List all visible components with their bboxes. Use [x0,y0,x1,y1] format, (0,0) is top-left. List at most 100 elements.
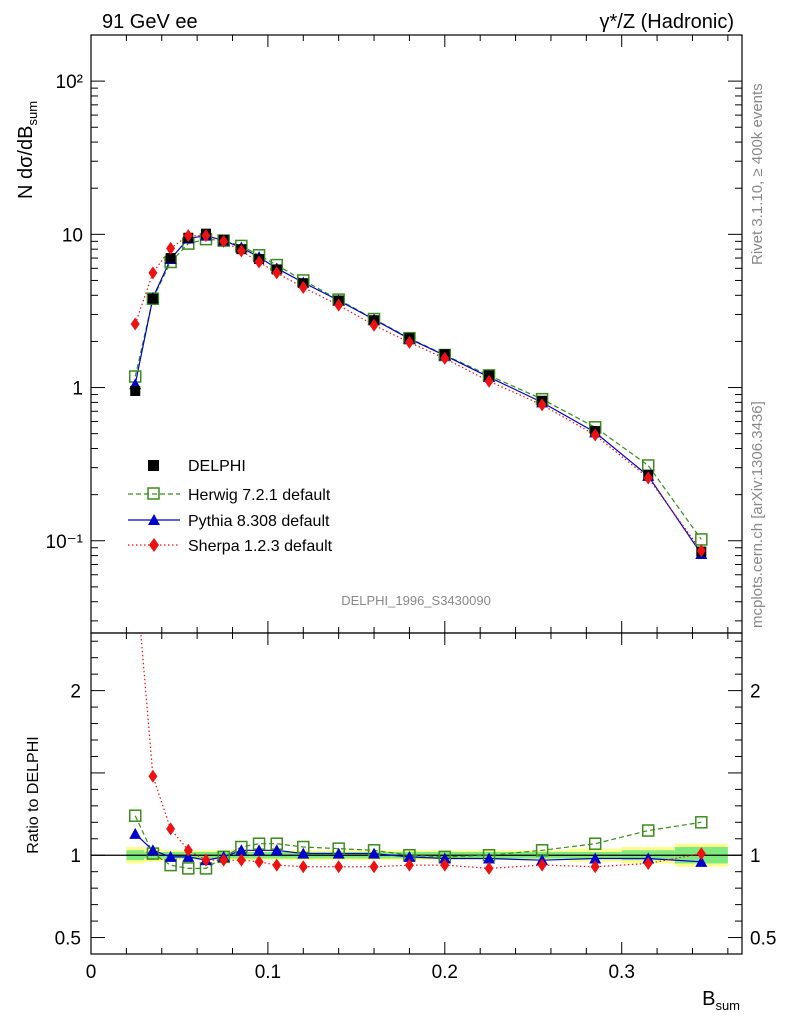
ratio-point-pythia [270,844,283,856]
main-point-sherpa [254,255,264,269]
ratio-point-sherpa [254,855,264,869]
main-y-axis-label-sub: sum [25,101,40,126]
ratio-point-pythia [589,852,602,864]
main-point-sherpa [484,374,494,388]
y-tick-label-ratio-right: 1 [750,846,761,867]
legend-marker-pythia [148,514,160,525]
ratio-point-pythia [146,844,159,856]
rivet-label: Rivet 3.1.10, ≥ 400k events [749,83,766,265]
main-point-sherpa [130,317,140,331]
ratio-point-herwig [588,837,602,850]
header-right: γ*/Z (Hadronic) [600,11,734,33]
legend-marker-herwig [147,487,160,500]
ratio-line-herwig [134,815,702,870]
ratio-point-sherpa [272,858,282,872]
ratio-point-sherpa [298,860,308,874]
legend-label-herwig: Herwig 7.2.1 default [188,487,331,504]
ratio-point-herwig [695,816,708,829]
x-tick-label: 0.2 [432,962,458,983]
main-point-sherpa [440,351,450,365]
main-point-sherpa [369,318,379,332]
legend-label-sherpa: Sherpa 1.2.3 default [188,538,333,555]
ratio-point-pythia [403,850,416,862]
main-point-sherpa [590,428,600,442]
ratio-point-pythia [164,850,177,862]
ratio-point-herwig [182,862,195,875]
main-point-sherpa [183,229,193,243]
analysis-tag: DELPHI_1996_S3430090 [341,593,491,608]
legend: DELPHI Herwig 7.2.1 default Pythia 8.308… [128,458,333,555]
x-axis-label-main: B [702,988,715,1010]
ratio-point-sherpa [404,858,414,872]
ratio-point-pythia [297,847,310,859]
main-point-sherpa [404,335,414,349]
ratio-point-herwig [641,824,655,837]
x-tick-label: 0 [86,962,97,983]
main-point-sherpa [537,398,547,412]
ratio-point-sherpa [166,822,176,836]
axes-layer: 0 0.1 0.2 0.3 10⁻¹ 1 10 10² 0.5 0.5 1 1 2 2 [46,34,776,983]
ratio-point-sherpa [201,853,211,867]
y-tick-label-ratio-right: 2 [750,682,761,703]
legend-entry-herwig: Herwig 7.2.1 default [128,487,331,504]
x-axis-label-sub: sum [715,998,740,1013]
y-tick-label-main: 10² [56,72,83,93]
y-tick-label-ratio: 2 [70,682,81,703]
legend-marker-data [148,460,159,471]
ratio-point-sherpa [643,856,653,870]
ratio-point-pythia [129,827,142,839]
legend-entry-data: DELPHI [148,458,246,475]
ratio-point-sherpa [148,769,158,783]
ratio-point-pythia [483,852,496,864]
main-point-data [165,253,176,264]
y-tick-label-main: 10 [62,225,83,246]
y-tick-label-ratio: 1 [70,846,81,867]
ratio-plot-frame [90,632,743,955]
main-point-sherpa [201,229,211,243]
ratio-point-sherpa [484,861,494,875]
main-point-sherpa [219,234,229,248]
ratio-point-pythia [695,855,708,867]
main-line-pythia [134,235,702,555]
ratio-point-sherpa [590,860,600,874]
mcplots-label: mcplots.cern.ch [arXiv:1306.3436] [749,401,766,628]
legend-marker-sherpa [149,538,159,552]
ratio-point-pythia [253,844,266,856]
ratio-point-sherpa [131,561,140,574]
main-y-axis-label: N dσ/dBsum [15,101,40,199]
main-point-sherpa [148,266,158,280]
ratio-point-pythia [235,844,248,856]
ratio-line-sherpa [140,633,702,870]
ratio-point-sherpa [440,858,450,872]
ratio-point-pythia [332,847,345,859]
header-left: 91 GeV ee [102,11,198,33]
ratio-point-pythia [368,847,381,859]
y-tick-label-ratio: 0.5 [55,929,81,950]
ratio-series-layer [128,561,708,875]
x-tick-label: 0.1 [255,962,281,983]
main-y-axis-label-main: N dσ/dB [15,126,37,200]
main-point-sherpa [236,244,246,258]
main-point-sherpa [298,280,308,294]
legend-entry-sherpa: Sherpa 1.2.3 default [128,538,333,555]
ratio-point-pythia [438,852,451,864]
ratio-point-sherpa [183,843,193,857]
ratio-y-axis-label: Ratio to DELPHI [25,736,42,853]
ratio-point-sherpa [696,847,706,861]
main-point-sherpa [272,266,282,280]
main-point-sherpa [334,298,344,312]
main-point-sherpa [166,241,176,255]
x-tick-label: 0.3 [608,962,634,983]
main-point-data [130,385,141,396]
main-point-herwig [641,459,655,472]
main-series-layer [128,228,708,559]
y-tick-label-ratio-right: 0.5 [750,929,776,950]
ratio-point-sherpa [369,860,379,874]
ratio-point-sherpa [537,858,547,872]
y-tick-label-main: 10⁻¹ [46,532,84,553]
main-point-data [147,293,158,304]
x-axis-label: Bsum [702,988,740,1013]
legend-entry-pythia: Pythia 8.308 default [128,513,330,530]
ratio-point-sherpa [219,853,229,867]
